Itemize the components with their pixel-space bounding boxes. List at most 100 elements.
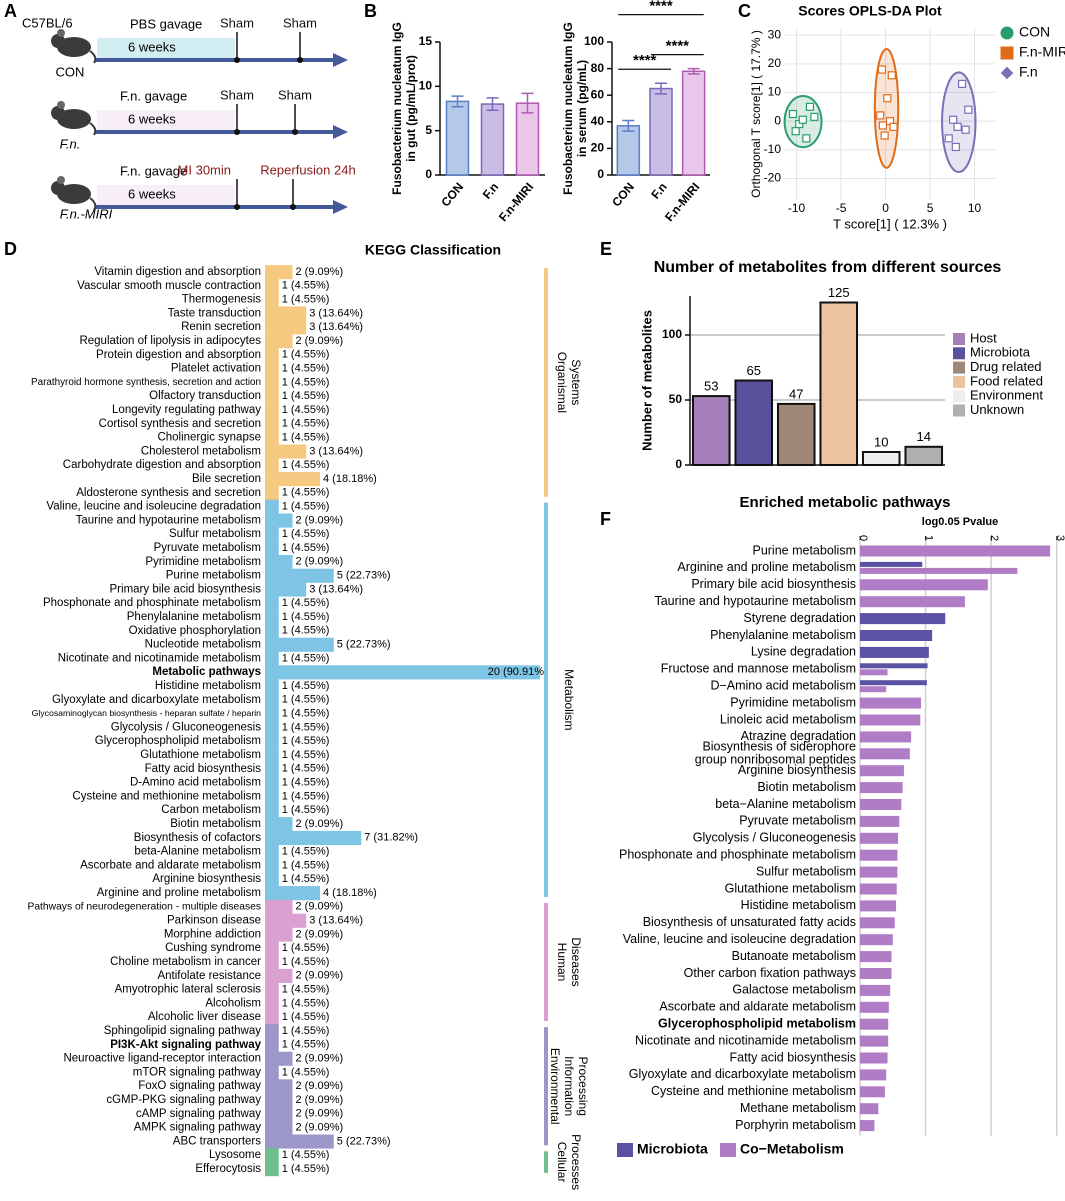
bar [860,765,904,777]
bar [265,403,279,418]
value-label: 3 (13.64%) [309,583,363,595]
bar [265,513,293,528]
value-label: 2 (9.09%) [296,335,344,347]
bar [265,1162,279,1177]
bar [860,849,898,861]
category-label: Morphine addiction [164,928,261,940]
value-label: 1 (4.55%) [282,942,330,954]
y-axis-label: Fusobacterium nucleatum IgG [561,22,575,195]
value-label: 1 (4.55%) [282,804,330,816]
group-bracket [544,902,548,1022]
value-label: 1 (4.55%) [282,390,330,402]
bar [861,451,901,466]
category-label: Methane metabolism [740,1101,856,1115]
error-bar [687,67,700,75]
point [876,111,885,120]
category-label: Thermogenesis [182,294,262,306]
bar [265,817,293,832]
bar [265,416,279,431]
value-label: 3 (13.64%) [309,321,363,333]
point [883,94,892,103]
legend-label: Microbiota [970,345,1031,360]
category-label: Phenylalanine metabolism [127,611,261,623]
bar [265,554,293,569]
category-label: PI3K-Akt signaling pathway [110,1039,261,1051]
bar [265,899,293,914]
x-tick-label: -5 [836,201,847,215]
bar [860,883,897,895]
category-label: Valine, leucine and isoleucine degradati… [46,501,261,513]
event-label: Sham [220,15,254,30]
bar [265,458,279,473]
category-label: Galactose metabolism [732,983,856,997]
bar [265,1024,279,1039]
bar [265,844,279,859]
y-tick-label: 100 [584,34,604,48]
category-label: Porphyrin metabolism [735,1118,856,1132]
value-label: 5 (22.73%) [337,639,391,651]
duration-label: 6 weeks [128,186,176,201]
category-label: Pyrimidine metabolism [145,556,261,568]
category-label: Amyotrophic lateral sclerosis [115,984,262,996]
y-tick-label: 60 [591,87,605,101]
category-label: Renin secretion [181,321,261,333]
value-label: 2 (9.09%) [296,514,344,526]
point [961,125,970,134]
group-label: Systems [569,359,583,405]
bar [265,748,279,763]
value-label: 1 (4.55%) [282,1011,330,1023]
category-label: Cholinergic synapse [157,432,261,444]
duration-box [97,185,235,205]
value-label: 1 (4.55%) [282,984,330,996]
value-label: 3 (13.64%) [309,445,363,457]
value-label: 53 [704,379,718,394]
group-bracket [544,268,548,497]
legend-swatch [953,390,965,403]
value-label: 14 [917,429,931,444]
point [953,122,962,132]
bar [265,1148,279,1163]
bar [265,265,293,280]
category-label: Efferocytosis [195,1163,261,1175]
bar [860,613,946,625]
group-label: F.n. [60,136,81,151]
value-label: 1 (4.55%) [282,611,330,623]
bar [265,541,279,556]
bar [515,102,540,176]
group-label: Information [562,1056,576,1116]
error-bar [451,95,464,108]
category-label: Glycerophospholipid metabolism [658,1016,856,1030]
bar [860,545,1051,557]
category-label: FoxO signaling pathway [138,1080,261,1092]
bar [616,125,641,176]
group-label: F.n.-MIRI [60,206,113,221]
bar [860,1018,889,1030]
bar [265,679,279,694]
bar [265,720,279,735]
x-tick-label: F.n-MIRI [662,180,702,224]
value-label: 1 (4.55%) [282,349,330,361]
value-label: 1 (4.55%) [282,846,330,858]
y-axis-label: in gut (pg/mL/prot) [404,55,418,162]
y-axis-label: Orthogonal T score[1] ( 17.7% ) [749,30,763,198]
bar [860,917,895,929]
category-label: Cushing syndrome [165,942,261,954]
group-label: Diseases [569,937,583,986]
category-label: Protein digestion and absorption [96,349,261,361]
y-tick-label: 0 [425,167,432,181]
bar [265,665,540,680]
bar [860,663,928,669]
x-tick-label: -10 [788,201,806,215]
y-axis-label: Fusobacterium nucleatum IgG [390,22,404,195]
panel-letter: C [738,1,751,21]
category-label: mTOR signaling pathway [133,1066,262,1078]
strain-label: C57BL/6 [22,15,73,30]
bar [860,686,887,693]
bar [860,561,923,567]
point [788,109,798,119]
bar [265,941,279,956]
legend-label: Drug related [970,359,1042,374]
value-label: 1 (4.55%) [282,432,330,444]
event-dot [234,204,240,210]
